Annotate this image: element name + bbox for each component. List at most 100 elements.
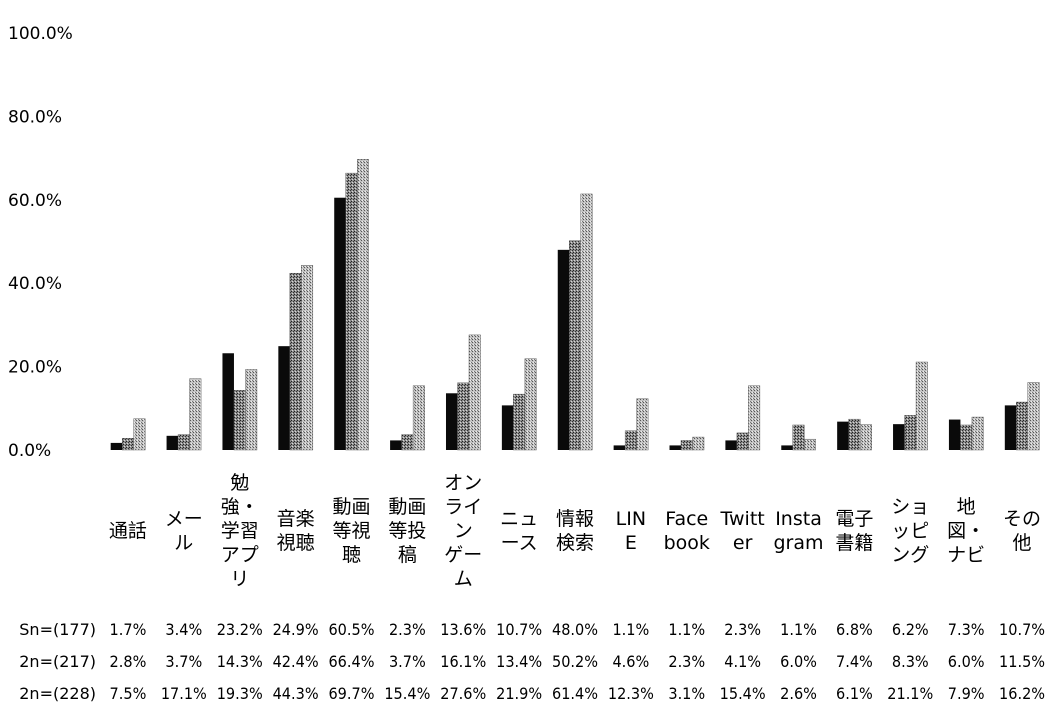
data-table-cell: 6.0% (780, 652, 817, 671)
bar (1027, 382, 1040, 451)
category-label: Face book (664, 508, 710, 554)
bar (289, 272, 302, 451)
bar (580, 193, 593, 451)
data-table-cell: 1.1% (780, 620, 817, 639)
data-table-cell: 4.6% (612, 652, 649, 671)
category-label: 情報検索 (556, 508, 594, 554)
bar (859, 424, 872, 451)
data-table-cell: 2.6% (780, 684, 817, 703)
category-label: メール (165, 508, 203, 554)
category-label: 電子書籍 (835, 508, 873, 554)
data-table-cell: 7.9% (948, 684, 985, 703)
data-table: Sn=(177) 1.7% 3.4% 23.2% 24.9% 60.5% 2.3% 13.6%… (19, 620, 1045, 703)
y-axis: 0.0% 20.0% 40.0% 60.0% 80.0% 100.0% (8, 24, 73, 461)
data-table-cell: 6.0% (948, 652, 985, 671)
data-table-cell: 7.3% (948, 620, 985, 639)
data-table-cell: 19.3% (217, 684, 263, 703)
bar (445, 393, 458, 450)
bar (971, 416, 984, 451)
bar (121, 438, 134, 451)
data-table-cell: 13.6% (440, 620, 486, 639)
category-label: Insta gram (774, 508, 824, 554)
bar (792, 424, 805, 451)
data-table-cell: 69.7% (328, 684, 374, 703)
category-label: 通話 (109, 520, 147, 542)
bar (110, 442, 123, 450)
bar (390, 440, 402, 450)
data-table-cell: 23.2% (217, 620, 263, 639)
data-table-cell: 1.7% (110, 620, 147, 639)
bar (669, 445, 682, 450)
data-table-cell: 16.1% (440, 652, 486, 671)
bar (189, 378, 202, 451)
data-table-cell: 2.8% (110, 652, 147, 671)
category-label: ニュース (500, 508, 538, 554)
category-label: 動画等視聴 (332, 496, 370, 566)
data-table-cell: 2.3% (668, 652, 705, 671)
category-label: 地図・ナビ (947, 496, 985, 566)
data-table-cell: 7.4% (836, 652, 873, 671)
bar (501, 405, 514, 450)
bar (513, 393, 526, 451)
data-table-cell: 16.2% (999, 684, 1045, 703)
data-table-cell: 7.5% (110, 684, 147, 703)
bar (725, 440, 737, 450)
data-table-cell: 12.3% (608, 684, 654, 703)
data-table-cell: 3.1% (668, 684, 705, 703)
data-table-cell: 21.9% (496, 684, 542, 703)
data-table-cell: 61.4% (552, 684, 598, 703)
category-label: その他 (1003, 508, 1041, 554)
bar (736, 432, 749, 451)
bar (557, 249, 570, 450)
bar (177, 434, 190, 451)
data-table-cell: 4.1% (724, 652, 761, 671)
bar (133, 418, 146, 451)
bar (401, 434, 414, 451)
data-table-cell: 6.1% (836, 684, 873, 703)
data-table-cell: 3.7% (165, 652, 202, 671)
data-table-cell: 1.1% (668, 620, 705, 639)
category-labels: 通話メール勉強・学習アプリ音楽視聴動画等視聴動画等投稿オンラインゲームニュース情… (109, 472, 1041, 590)
bar (692, 436, 705, 451)
data-table-cell: 3.4% (165, 620, 202, 639)
bar (804, 438, 816, 451)
bar (837, 421, 849, 450)
data-table-cell: 10.7% (999, 620, 1045, 639)
bar (569, 240, 581, 451)
data-table-cell: 24.9% (273, 620, 319, 639)
bar (1016, 401, 1029, 451)
data-table-cell: 66.4% (328, 652, 374, 671)
bar (848, 418, 861, 451)
category-label: 音楽視聴 (277, 508, 315, 554)
plot-area (110, 159, 1040, 451)
category-label: 動画等投稿 (388, 496, 426, 566)
data-table-cell: 6.2% (892, 620, 929, 639)
data-table-cell: 21.1% (887, 684, 933, 703)
bar (278, 346, 290, 450)
bar (613, 445, 626, 450)
bar (457, 382, 470, 451)
bar (904, 415, 917, 451)
bar (334, 197, 346, 450)
data-table-cell: 2.3% (724, 620, 761, 639)
y-tick-label: 80.0% (8, 107, 62, 127)
data-table-cell: 15.4% (384, 684, 430, 703)
bar (680, 440, 693, 451)
data-table-cell: 44.3% (273, 684, 319, 703)
bar (748, 385, 761, 451)
data-table-cell: 42.4% (273, 652, 319, 671)
bar (893, 424, 905, 450)
data-table-cell: 2.3% (389, 620, 426, 639)
bar (624, 430, 637, 451)
bar (781, 445, 793, 450)
bar (412, 385, 425, 451)
bar (301, 265, 314, 451)
bar (166, 435, 179, 450)
bar (1004, 405, 1017, 450)
data-table-cell: 50.2% (552, 652, 598, 671)
data-table-cell: 17.1% (161, 684, 207, 703)
data-table-cell: 14.3% (217, 652, 263, 671)
bar (468, 334, 481, 451)
data-table-cell: 13.4% (496, 652, 542, 671)
category-label: LIN E (616, 508, 646, 554)
